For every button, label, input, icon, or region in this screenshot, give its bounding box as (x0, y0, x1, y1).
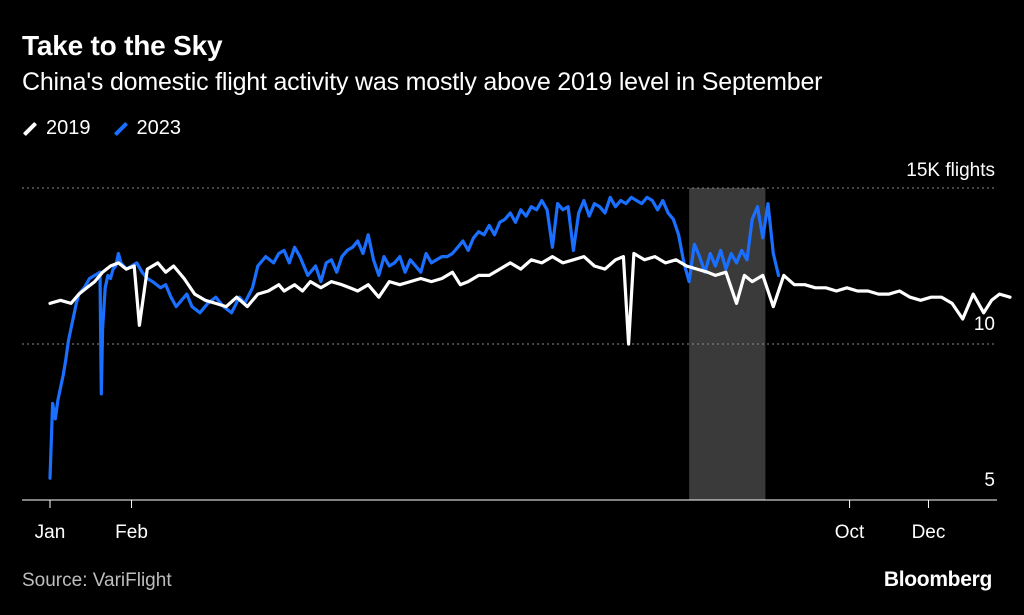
series-line-2019 (48, 251, 1012, 346)
chart-title: Take to the Sky (22, 30, 223, 61)
x-tick-label-oct: Oct (835, 522, 865, 543)
x-tick-label-feb: Feb (115, 522, 148, 543)
y-tick-label-10: 10 (974, 314, 995, 335)
x-tick-label-jan: Jan (35, 522, 66, 543)
y-tick-label-5: 5 (984, 470, 995, 491)
chart-subtitle: China's domestic flight activity was mos… (22, 68, 823, 96)
legend-item-2019: 2019 (22, 117, 91, 140)
bloomberg-logo: Bloomberg (883, 568, 992, 591)
x-tick-label-dec: Dec (912, 522, 946, 543)
series-line-2023 (48, 195, 781, 480)
legend-item-2023: 2023 (113, 117, 182, 140)
legend-label-2019: 2019 (46, 117, 91, 139)
source-note: Source: VariFlight (22, 570, 172, 591)
legend-label-2023: 2023 (136, 117, 182, 139)
legend: 2019 2023 (22, 117, 181, 140)
y-tick-label-15: 15K flights (906, 160, 995, 181)
